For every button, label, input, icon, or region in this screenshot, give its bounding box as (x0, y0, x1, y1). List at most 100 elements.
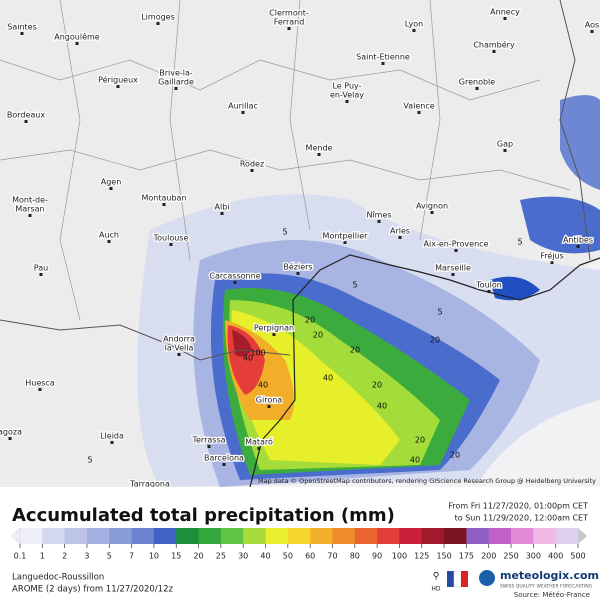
city-marker (412, 29, 416, 32)
city-marker (109, 187, 113, 190)
city-label: Nîmes (366, 211, 391, 220)
city-marker (233, 281, 237, 284)
city-marker (24, 120, 28, 123)
contour-label: 5 (87, 456, 92, 465)
city-label: Arles (390, 227, 410, 236)
scale-bin (332, 528, 356, 544)
tagline: SWISS QUALITY WEATHER FORECASTING (500, 584, 593, 590)
scale-bin (220, 528, 244, 544)
city-label: Lleida (100, 432, 124, 441)
hd-label[interactable]: HD (431, 586, 441, 593)
scale-label: 200 (481, 552, 496, 561)
flag-red (461, 571, 468, 587)
city-label: Grenoble (459, 78, 496, 87)
scale-label: 90 (372, 552, 382, 561)
flag-white (453, 570, 462, 588)
flag-blue (447, 571, 454, 587)
contour-label: 20 (313, 331, 323, 340)
city-label: Gaillarde (158, 78, 194, 87)
scale-arrow (578, 528, 587, 544)
city-label: Le Puy- (332, 82, 361, 91)
city-label: Annecy (490, 8, 520, 17)
city-marker (177, 353, 181, 356)
city-marker (250, 169, 254, 172)
contour-label: 40 (243, 354, 253, 363)
logo (479, 570, 495, 586)
city-label: Aix-en-Provence (424, 240, 489, 249)
city-marker (169, 243, 173, 246)
city-marker (174, 87, 178, 90)
scale-bin (64, 528, 88, 544)
city-label: Toulon (475, 281, 502, 290)
scale-bin (131, 528, 155, 544)
city-marker (222, 463, 226, 466)
city-label: Marsan (15, 205, 44, 214)
city-label: Montauban (141, 194, 186, 203)
city-marker (590, 30, 594, 33)
scale-label: 1 (40, 552, 45, 561)
city-marker (220, 212, 224, 215)
scale-label: 5 (107, 552, 112, 561)
city-label: Saintes (7, 23, 37, 32)
scale-bin (444, 528, 467, 544)
search-icon[interactable]: ⚲ (433, 572, 440, 582)
scale-bin (109, 528, 133, 544)
scale-label: 3 (84, 552, 89, 561)
city-marker (241, 111, 245, 114)
scale-bin (533, 528, 557, 544)
city-label: Valence (403, 102, 434, 111)
source: Source: Météo-France (514, 591, 590, 599)
city-marker (267, 405, 271, 408)
city-label: Albi (215, 203, 230, 212)
city-label: Limoges (141, 13, 175, 22)
city-label: Perpignan (254, 324, 294, 333)
scale-label: 0.1 (14, 552, 27, 561)
city-marker (28, 214, 32, 217)
city-marker (38, 388, 42, 391)
scale-bin (511, 528, 534, 544)
scale-label: 60 (305, 552, 315, 561)
scale-bin (265, 528, 289, 544)
city-marker (454, 249, 458, 252)
scale-bin (287, 528, 311, 544)
attribution: Map data © OpenStreetMap contributors, r… (258, 477, 596, 485)
scale-label: 25 (216, 552, 226, 561)
legend-title: Accumulated total precipitation (mm) (12, 505, 395, 526)
city-label: Barcelona (204, 454, 244, 463)
scale-bin (176, 528, 200, 544)
scale-label: 300 (526, 552, 541, 561)
city-label: Angoulême (54, 32, 100, 42)
model-run: AROME (2 days) from 11/27/2020/12z (12, 585, 173, 595)
scale-label: 400 (548, 552, 563, 561)
scale-bin (243, 528, 267, 544)
brand[interactable]: meteologix.com (500, 569, 599, 582)
period-to: to Sun 11/29/2020, 12:00am CET (455, 514, 588, 523)
scale-label: 30 (238, 552, 248, 561)
city-marker (417, 111, 421, 114)
city-label: Auch (99, 231, 119, 240)
scale-bin (377, 528, 400, 544)
city-label: Clermont- (269, 9, 309, 18)
contour-label: 40 (258, 381, 268, 390)
scale-label: 7 (129, 552, 134, 561)
scale-label: 10 (149, 552, 159, 561)
city-label: Brive-la- (159, 69, 193, 78)
scale-bin (20, 528, 43, 544)
scale-label: 125 (414, 552, 429, 561)
city-marker (8, 437, 12, 440)
city-marker (75, 42, 79, 45)
city-label: Fréjus (540, 251, 564, 261)
city-label: Carcassonne (209, 272, 260, 281)
city-label: Montpellier (323, 232, 369, 241)
scale-label: 50 (283, 552, 293, 561)
city-label: Marseille (435, 264, 471, 273)
contour-label: 20 (430, 336, 440, 345)
city-marker (110, 441, 114, 444)
contour-label: 40 (410, 456, 420, 465)
city-marker (377, 220, 381, 223)
contour-label: 20 (450, 451, 460, 460)
scale-bin (153, 528, 177, 544)
city-label: Mende (306, 144, 333, 153)
city-label: Terrassa (191, 436, 225, 445)
